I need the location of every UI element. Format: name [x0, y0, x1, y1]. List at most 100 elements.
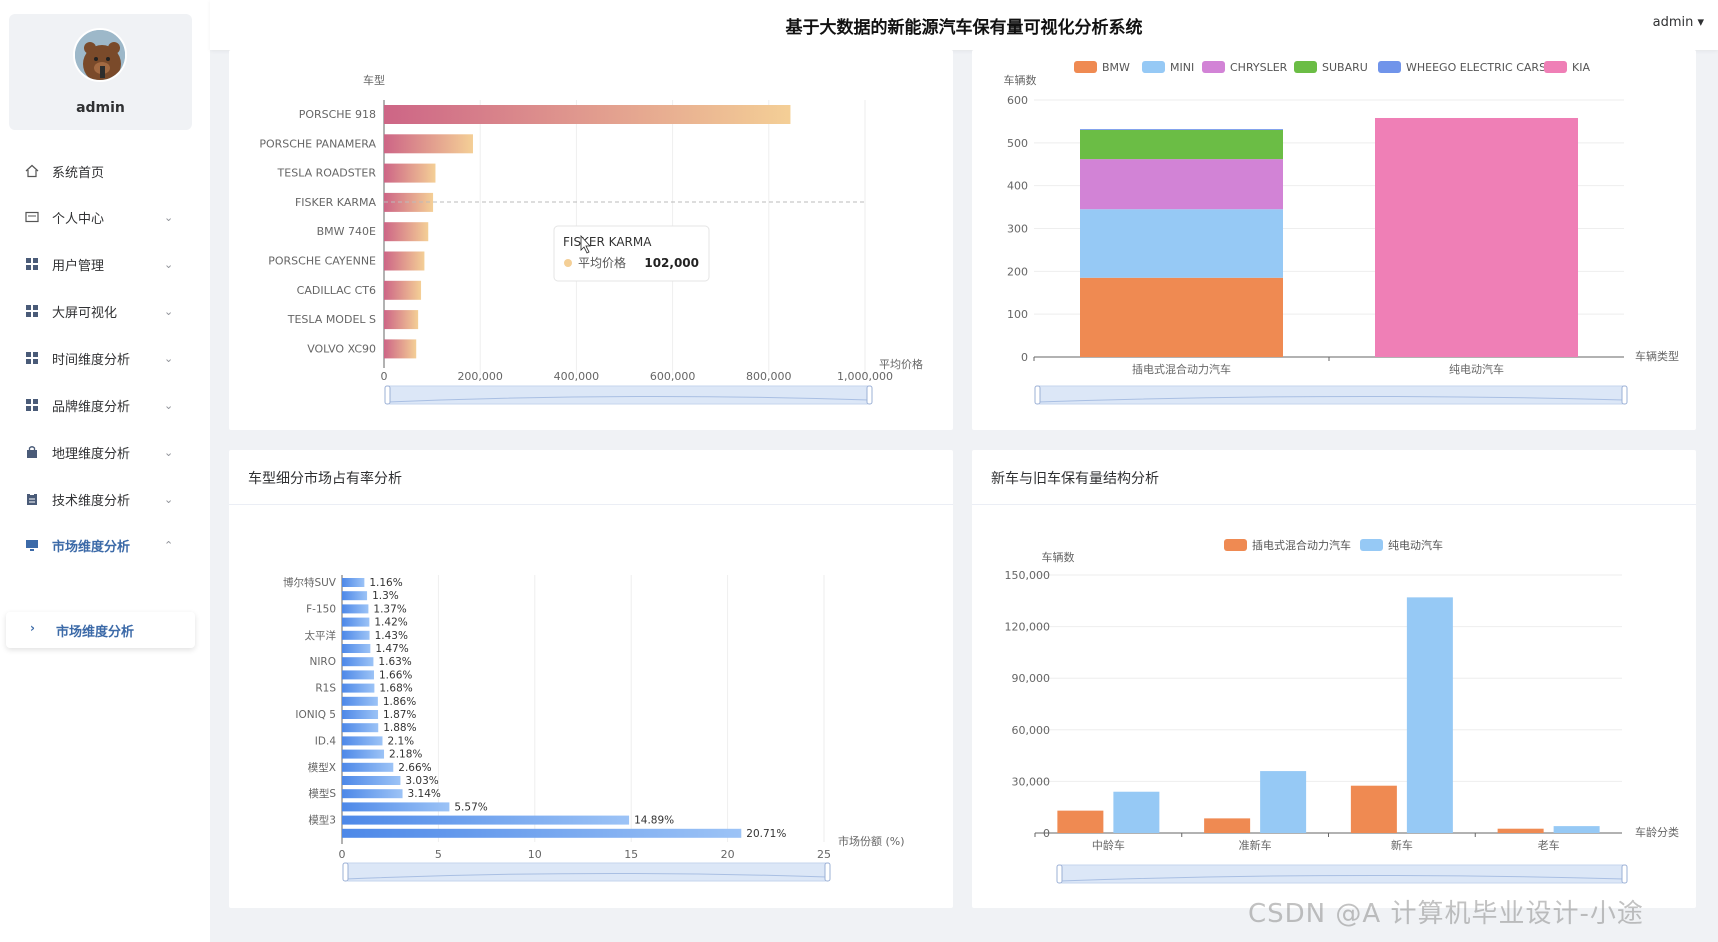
y-tick-label: PORSCHE 918	[299, 108, 376, 121]
sidebar-item-brand-analysis[interactable]: 品牌维度分析 ⌄	[0, 382, 210, 428]
sidebar-item-label: 技术维度分析	[52, 493, 131, 509]
sidebar: admin 系统首页 个人中心 ⌄ 用户管理 ⌄ 大屏可视化 ⌄ 时间维度分析 ⌄ 品牌维度分析 ⌄…	[0, 0, 210, 942]
y-tick-label: 60,000	[1012, 724, 1051, 737]
datazoom-slider	[345, 862, 828, 882]
y-tick-label: BMW 740E	[317, 225, 376, 238]
bar	[1406, 597, 1453, 833]
sidebar-item-market-analysis[interactable]: 市场维度分析 ⌃	[0, 522, 210, 568]
bar	[342, 776, 401, 785]
grid-icon	[24, 397, 40, 413]
chart-model-market-share: 0 5 10 15 20 25 市场份额 (%) 1.16% 博尔特SUV 1.3%1.37% F-…	[283, 575, 905, 882]
data-label: 1.86%	[383, 696, 416, 708]
datazoom-slider	[1037, 385, 1625, 405]
y-tick-label: TESLA MODEL S	[287, 313, 376, 326]
y-axis-title: 车型	[363, 73, 385, 87]
x-tick-label: 中龄车	[1092, 838, 1125, 852]
clipboard-icon	[24, 491, 40, 507]
datazoom-preview-line	[1059, 874, 1625, 882]
chevron-right-icon: ›	[30, 621, 35, 635]
submenu-item-market-analysis[interactable]: › 市场维度分析	[6, 612, 195, 648]
y-tick-label: PORSCHE CAYENNE	[268, 255, 376, 268]
legend-label: CHRYSLER	[1230, 61, 1288, 74]
sidebar-item-user-management[interactable]: 用户管理 ⌄	[0, 241, 210, 287]
legend-swatch	[1360, 539, 1383, 551]
data-label: 1.63%	[378, 656, 411, 668]
chevron-down-icon: ⌄	[164, 257, 174, 271]
bar	[1497, 828, 1544, 833]
legend-label: BMW	[1102, 61, 1130, 74]
panel-avg-price-by-model: 0 200,000 400,000 600,000 800,000 1,000,000 车型…	[229, 50, 953, 430]
chevron-up-icon: ⌃	[164, 538, 174, 552]
sidebar-item-label: 市场维度分析	[52, 539, 131, 555]
bar	[1204, 818, 1251, 833]
sidebar-item-label: 时间维度分析	[52, 352, 131, 368]
chart-vehicle-age-structure: 插电式混合动力汽车纯电动汽车车辆数030,00060,00090,000120,…	[1005, 538, 1679, 884]
sidebar-item-time-analysis[interactable]: 时间维度分析 ⌄	[0, 335, 210, 381]
panel-divider	[229, 504, 953, 505]
data-label: 5.57%	[454, 801, 487, 813]
datazoom-handle-right	[824, 862, 831, 882]
submenu-item-label: 市场维度分析	[56, 625, 135, 640]
bar	[342, 644, 371, 653]
x-tick-label: 25	[817, 848, 831, 861]
sidebar-item-big-screen[interactable]: 大屏可视化 ⌄	[0, 288, 210, 334]
data-label: 14.89%	[634, 815, 674, 827]
bar-segment	[1080, 159, 1283, 210]
sidebar-item-home[interactable]: 系统首页	[0, 148, 210, 194]
sidebar-item-label: 用户管理	[52, 258, 105, 274]
y-tick-label: R1S	[315, 683, 336, 695]
user-dropdown[interactable]: admin ▾	[1652, 15, 1704, 30]
x-tick-label: 纯电动汽车	[1449, 362, 1504, 376]
chevron-down-icon: ⌄	[164, 398, 174, 412]
bar	[342, 630, 370, 640]
y-tick-label: 30,000	[1012, 775, 1051, 788]
monitor-icon	[24, 537, 40, 553]
watermark: CSDN @A 计算机毕业设计-小途	[1248, 899, 1644, 929]
sidebar-item-tech-analysis[interactable]: 技术维度分析 ⌄	[0, 476, 210, 522]
panel-vehicle-age-structure: 新车与旧车保有量结构分析 插电式混合动力汽车纯电动汽车车辆数030,00060,…	[972, 450, 1696, 908]
bar	[342, 591, 368, 601]
bar	[342, 723, 379, 733]
profile-username: admin	[76, 100, 125, 116]
chart-avg-price-by-model: 0 200,000 400,000 600,000 800,000 1,000,000 车型…	[259, 73, 923, 405]
x-axis-title: 车龄分类	[1635, 825, 1679, 839]
data-label: 3.03%	[405, 775, 438, 787]
sidebar-item-personal-center[interactable]: 个人中心 ⌄	[0, 194, 210, 240]
y-axis-title: 车辆数	[1042, 550, 1075, 564]
bar	[342, 617, 370, 627]
y-tick-label: 500	[1007, 137, 1028, 150]
y-axis-title: 车辆数	[1004, 73, 1037, 87]
sidebar-item-label: 地理维度分析	[52, 446, 131, 462]
avatar[interactable]	[73, 28, 127, 82]
y-tick-label: FISKER KARMA	[295, 196, 377, 209]
bar	[342, 789, 403, 799]
x-axis-title: 平均价格	[879, 357, 923, 371]
x-tick-label: 插电式混合动力汽车	[1132, 362, 1231, 376]
bar	[342, 710, 379, 719]
bar	[342, 802, 450, 812]
legend-swatch	[1142, 61, 1165, 73]
home-icon	[24, 163, 40, 179]
tooltip-title: FISKER KARMA	[563, 235, 652, 249]
bar	[1553, 826, 1600, 833]
bar	[342, 736, 383, 746]
x-tick-label: 0	[339, 848, 346, 861]
data-label: 1.88%	[383, 722, 416, 734]
x-tick-label: 400,000	[554, 370, 600, 383]
data-label: 1.47%	[375, 643, 408, 655]
x-axis-title: 车辆类型	[1635, 349, 1679, 363]
x-tick-label: 1,000,000	[837, 370, 893, 383]
chevron-down-icon: ⌄	[164, 445, 174, 459]
bar	[384, 134, 473, 154]
data-label: 1.42%	[374, 617, 407, 629]
sidebar-item-geo-analysis[interactable]: 地理维度分析 ⌄	[0, 429, 210, 475]
x-tick-label: 20	[721, 848, 735, 861]
legend-label: KIA	[1572, 61, 1590, 74]
bar	[342, 657, 374, 667]
chevron-down-icon: ⌄	[164, 210, 174, 224]
legend-swatch	[1224, 539, 1247, 551]
bar-segment	[1080, 277, 1283, 357]
datazoom-handle-left	[342, 862, 349, 882]
tooltip-marker	[564, 259, 572, 267]
y-tick-label: 0	[1021, 351, 1028, 364]
